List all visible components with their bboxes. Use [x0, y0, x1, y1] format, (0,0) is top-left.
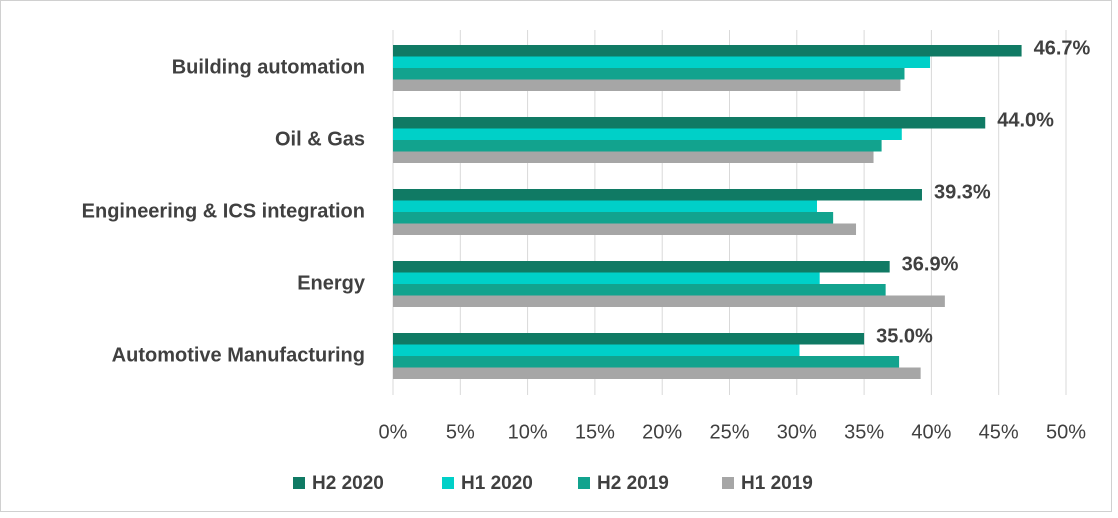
legend-label: H1 2020	[461, 473, 533, 494]
bar	[393, 295, 945, 307]
legend-label: H1 2019	[741, 473, 813, 494]
bar	[393, 189, 922, 201]
bar	[393, 333, 865, 345]
bar	[393, 223, 857, 235]
bar	[393, 272, 820, 284]
x-tick-label: 25%	[709, 421, 749, 443]
data-label: 39.3%	[934, 181, 991, 203]
bar	[393, 212, 834, 224]
x-tick-label: 30%	[777, 421, 817, 443]
category-label: Building automation	[172, 56, 365, 78]
legend-swatch	[442, 477, 454, 489]
data-label: 44.0%	[997, 109, 1054, 131]
legend-label: H2 2020	[312, 473, 384, 494]
x-tick-label: 15%	[575, 421, 615, 443]
data-label: 46.7%	[1034, 37, 1091, 59]
category-label: Engineering & ICS integration	[82, 200, 365, 222]
legend-swatch	[578, 477, 590, 489]
bar	[393, 68, 905, 80]
bar	[393, 45, 1022, 57]
x-tick-label: 20%	[642, 421, 682, 443]
bar	[393, 344, 800, 356]
legend-label: H2 2019	[597, 473, 669, 494]
x-tick-label: 5%	[446, 421, 475, 443]
bar	[393, 56, 931, 68]
x-tick-label: 50%	[1046, 421, 1086, 443]
legend-swatch	[722, 477, 734, 489]
bar	[393, 356, 900, 368]
x-tick-label: 0%	[379, 421, 408, 443]
bar	[393, 284, 886, 296]
bar	[393, 151, 874, 163]
x-tick-label: 40%	[911, 421, 951, 443]
bar	[393, 200, 817, 212]
bar	[393, 128, 902, 140]
category-label: Energy	[297, 272, 366, 294]
category-label: Oil & Gas	[275, 128, 365, 150]
bar	[393, 140, 882, 152]
data-label: 36.9%	[902, 253, 959, 275]
bar	[393, 79, 901, 91]
legend-swatch	[293, 477, 305, 489]
data-label: 35.0%	[876, 325, 933, 347]
x-tick-label: 45%	[979, 421, 1019, 443]
category-label: Automotive Manufacturing	[112, 344, 365, 366]
bar	[393, 261, 890, 273]
bar	[393, 117, 986, 129]
x-tick-label: 10%	[508, 421, 548, 443]
bar	[393, 367, 921, 379]
x-tick-label: 35%	[844, 421, 884, 443]
